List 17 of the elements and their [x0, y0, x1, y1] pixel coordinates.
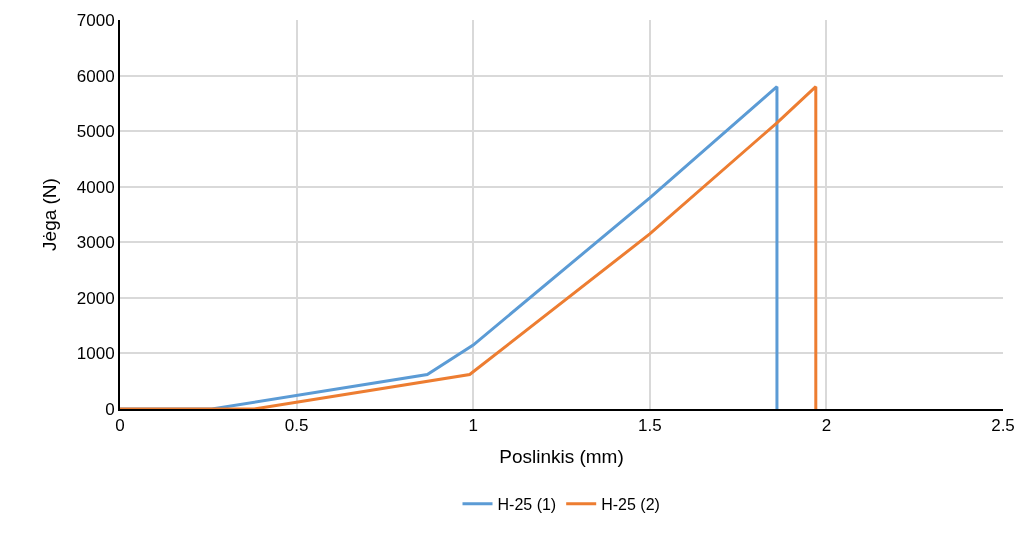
y-axis-title: Jėga (N) [39, 178, 61, 251]
x-tick-label: 1.5 [637, 416, 662, 436]
legend-label: H-25 (1) [497, 495, 557, 513]
y-tick-label: 3000 [76, 233, 115, 253]
y-tick-label: 2000 [76, 288, 115, 308]
x-tick-label: 2 [821, 416, 832, 436]
y-tick-label: 6000 [76, 66, 115, 86]
x-tick-label: 1 [468, 416, 478, 436]
y-tick-label: 7000 [76, 10, 115, 30]
x-tick-label: 2.5 [991, 416, 1015, 436]
y-tick-label: 0 [105, 399, 115, 419]
x-axis-title: Poslinkis (mm) [499, 445, 624, 467]
y-tick-label: 5000 [76, 122, 115, 142]
x-tick-label: 0.5 [284, 416, 309, 436]
legend-label: H-25 (2) [601, 495, 660, 513]
y-tick-label: 4000 [76, 177, 115, 197]
y-tick-label: 1000 [76, 344, 115, 364]
